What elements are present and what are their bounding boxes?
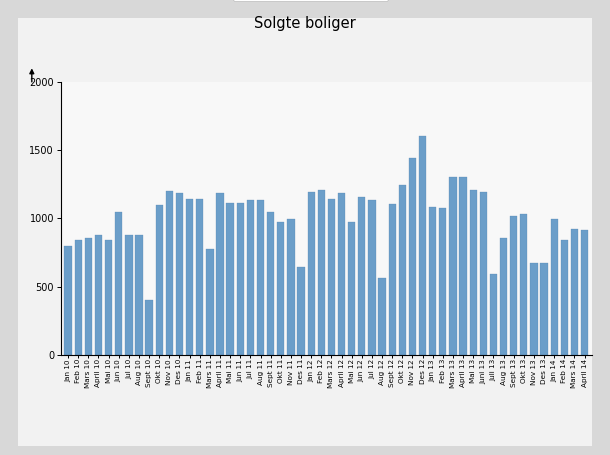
Bar — [551, 219, 558, 355]
Bar — [74, 240, 82, 355]
Bar — [196, 199, 203, 355]
Bar — [520, 214, 528, 355]
Bar — [450, 177, 457, 355]
Bar — [479, 192, 487, 355]
Bar — [368, 200, 376, 355]
Bar — [358, 197, 365, 355]
Bar — [226, 203, 234, 355]
Bar — [318, 191, 325, 355]
Bar — [267, 212, 274, 355]
Bar — [105, 239, 112, 355]
Bar — [237, 203, 244, 355]
Bar — [206, 249, 213, 355]
Bar — [389, 204, 396, 355]
Bar — [298, 267, 304, 355]
Bar — [277, 222, 284, 355]
Bar — [176, 193, 183, 355]
Bar — [115, 212, 123, 355]
Bar — [378, 278, 386, 355]
Bar — [217, 193, 224, 355]
Legend: Totalt:Boliger totalt solgt: Totalt:Boliger totalt solgt — [233, 0, 388, 1]
Bar — [581, 230, 588, 355]
Bar — [530, 263, 537, 355]
Bar — [145, 300, 152, 355]
Bar — [470, 191, 477, 355]
Bar — [409, 158, 416, 355]
Bar — [287, 219, 295, 355]
Bar — [156, 205, 163, 355]
Bar — [166, 191, 173, 355]
Bar — [419, 136, 426, 355]
Text: Solgte boliger: Solgte boliger — [254, 16, 356, 31]
Bar — [307, 192, 315, 355]
Bar — [328, 199, 335, 355]
Bar — [561, 239, 568, 355]
Bar — [125, 236, 132, 355]
Bar — [429, 207, 436, 355]
Bar — [510, 217, 517, 355]
Bar — [65, 246, 72, 355]
Bar — [246, 200, 254, 355]
Bar — [399, 185, 406, 355]
Bar — [500, 238, 508, 355]
Bar — [439, 208, 447, 355]
Bar — [459, 177, 467, 355]
Bar — [540, 263, 548, 355]
Bar — [135, 236, 143, 355]
Bar — [85, 238, 92, 355]
Bar — [186, 198, 193, 355]
Bar — [257, 200, 264, 355]
Bar — [338, 193, 345, 355]
Bar — [95, 236, 102, 355]
Bar — [348, 222, 355, 355]
FancyBboxPatch shape — [13, 14, 597, 450]
Bar — [571, 228, 578, 355]
Bar — [490, 274, 497, 355]
